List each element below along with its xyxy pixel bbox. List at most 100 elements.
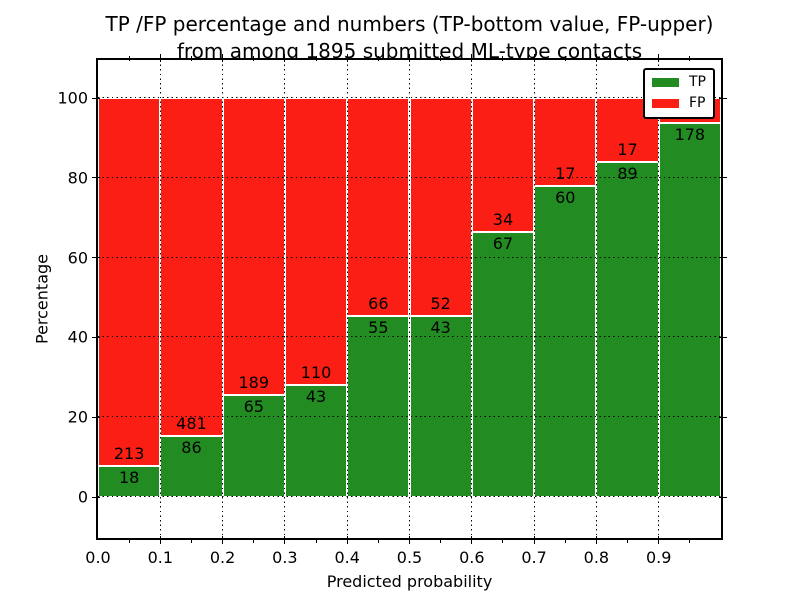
gridline-horizontal (98, 176, 721, 178)
bar-label-fp: 34 (492, 210, 514, 230)
x-tick-mark (595, 536, 597, 544)
x-tick-mark (658, 54, 660, 62)
bar-segment-fp (534, 98, 597, 187)
y-tick-label: 20 (67, 407, 88, 427)
gridline-vertical (409, 60, 410, 538)
x-tick-mark (190, 55, 192, 61)
bar-label-tp: 86 (181, 438, 202, 458)
x-tick-label: 0.3 (272, 548, 298, 567)
x-tick-mark (471, 536, 473, 544)
legend-label-fp: FP (689, 95, 706, 111)
bar-segment-tp (347, 315, 410, 497)
x-tick-label: 0.9 (645, 548, 672, 567)
bar-segment-fp (409, 98, 472, 317)
bar-label-tp: 55 (368, 317, 389, 337)
x-tick-mark (440, 55, 442, 61)
bar-label-tp: 43 (305, 386, 327, 406)
gridline-horizontal (98, 496, 721, 497)
gridline-horizontal (98, 256, 721, 258)
x-tick-mark (409, 536, 410, 544)
chart-title-line1: TP /FP percentage and numbers (TP-bottom… (105, 12, 714, 36)
y-tick-mark (92, 336, 100, 338)
y-tick-mark (92, 177, 100, 179)
gridline-vertical (533, 60, 535, 538)
bar-label-fp: 213 (113, 443, 145, 463)
x-tick-mark (440, 537, 442, 543)
gridline-vertical (595, 60, 597, 538)
legend-label-tp: TP (689, 74, 706, 90)
x-tick-mark (128, 55, 130, 61)
x-tick-mark (627, 55, 629, 61)
x-tick-mark (564, 537, 566, 543)
x-axis-label: Predicted probability (326, 572, 493, 591)
x-tick-label: 0.0 (85, 548, 111, 567)
gridline-horizontal (98, 336, 721, 338)
x-tick-label: 0.5 (396, 548, 423, 567)
gridline-vertical (346, 60, 348, 538)
x-tick-mark (315, 55, 317, 61)
y-tick-label: 60 (67, 248, 88, 268)
bar-segment-fp (160, 98, 223, 437)
bar-label-tp: 18 (118, 467, 140, 487)
bar-segment-tp (658, 123, 721, 497)
y-tick-mark (92, 257, 100, 259)
gridline-vertical (222, 60, 224, 538)
x-tick-mark (377, 537, 379, 543)
y-tick-mark (92, 496, 100, 498)
x-tick-mark (284, 54, 286, 62)
bar-segment-tp (471, 232, 535, 497)
x-tick-mark (315, 537, 317, 543)
y-tick-mark (719, 416, 727, 418)
bar-segment-fp (98, 98, 161, 466)
x-tick-mark (159, 536, 161, 544)
y-axis-label: Percentage (32, 253, 52, 345)
bar-label-tp: 43 (430, 318, 451, 338)
bar-segment-tp (409, 316, 472, 497)
bar-label-tp: 67 (492, 234, 514, 254)
y-tick-label: 0 (77, 487, 88, 507)
bar-label-fp: 110 (300, 362, 332, 382)
x-tick-mark (253, 55, 255, 61)
x-tick-label: 0.6 (459, 548, 485, 567)
x-tick-mark (595, 54, 597, 62)
x-tick-mark (564, 55, 566, 61)
bar-label-fp: 481 (176, 414, 207, 434)
bar-label-fp: 17 (617, 140, 638, 159)
legend-swatch-tp-icon (652, 78, 679, 87)
bar-segment-fp (284, 98, 348, 385)
x-tick-mark (502, 537, 504, 543)
x-tick-mark (159, 54, 161, 62)
x-tick-mark (689, 537, 691, 543)
x-tick-mark (409, 54, 410, 62)
plot-area: TP FP 18 213 86 481 65 189 43 110 55 66 43 52 67 34 60… (92, 54, 727, 544)
x-tick-mark (658, 536, 660, 544)
y-tick-mark (719, 97, 727, 99)
bar-segment-fp (347, 98, 410, 316)
bar-label-fp: 17 (555, 164, 576, 184)
y-tick-mark (719, 257, 727, 259)
bar-segment-tp (534, 186, 597, 497)
gridline-vertical (658, 60, 660, 538)
x-tick-mark (533, 536, 535, 544)
bar-label-fp: 66 (368, 293, 389, 313)
x-tick-mark (222, 536, 224, 544)
x-tick-mark (346, 536, 348, 544)
x-tick-label: 0.2 (209, 548, 236, 567)
legend-swatch-fp-icon (652, 99, 679, 108)
x-tick-mark (346, 54, 348, 62)
y-tick-mark (719, 336, 727, 338)
x-tick-mark (689, 55, 691, 61)
y-tick-label: 80 (67, 168, 88, 188)
y-tick-mark (719, 177, 727, 179)
gridline-horizontal (98, 416, 721, 418)
x-tick-mark (627, 537, 629, 543)
legend-entry-fp: FP (652, 96, 706, 111)
legend: TP FP (643, 68, 715, 119)
y-tick-mark (92, 416, 100, 418)
bar-segment-tp (222, 394, 285, 497)
x-tick-label: 0.1 (147, 548, 174, 567)
x-tick-mark (222, 54, 224, 62)
gridline-vertical (159, 60, 161, 538)
gridline-vertical (471, 60, 473, 538)
x-tick-mark (533, 54, 535, 62)
